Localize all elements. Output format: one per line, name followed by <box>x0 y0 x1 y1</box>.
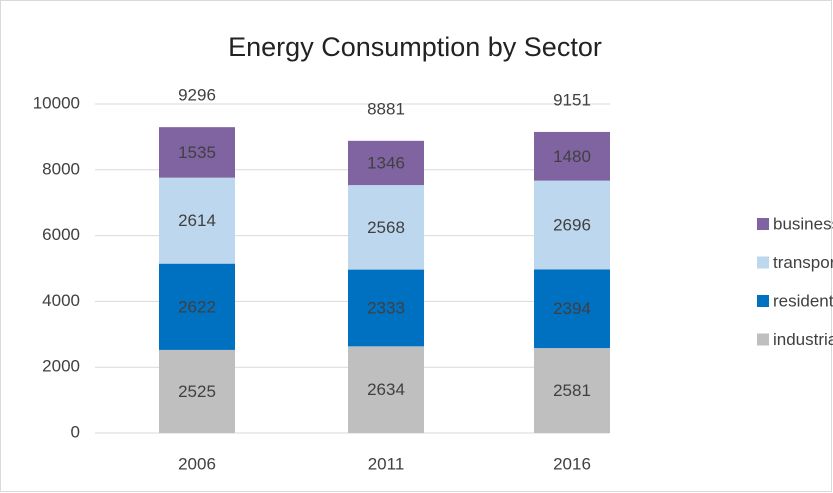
data-label: 2696 <box>553 215 591 234</box>
bar-segment <box>159 127 235 178</box>
data-label: 2614 <box>178 211 216 230</box>
y-tick-label: 4000 <box>42 291 80 310</box>
legend-swatch <box>757 295 769 307</box>
x-tick-label: 2016 <box>553 454 591 473</box>
legend-label: industrial <box>773 330 833 349</box>
data-label: 1535 <box>178 143 216 162</box>
bar-segment <box>534 348 610 433</box>
y-tick-label: 6000 <box>42 225 80 244</box>
data-label: 2568 <box>367 218 405 237</box>
legend-label: residential <box>773 291 833 310</box>
data-label: 2622 <box>178 297 216 316</box>
y-tick-label: 2000 <box>42 357 80 376</box>
bar-segment <box>348 269 424 347</box>
bar-segment <box>348 346 424 433</box>
data-label: 2394 <box>553 299 591 318</box>
bar-segment <box>159 177 235 264</box>
data-label: 2525 <box>178 382 216 401</box>
total-label: 9151 <box>553 90 591 109</box>
legend-label: transport <box>773 253 833 272</box>
total-label: 9296 <box>178 86 216 105</box>
data-label: 2333 <box>367 298 405 317</box>
legend-swatch <box>757 218 769 230</box>
legend-swatch <box>757 256 769 269</box>
y-tick-label: 8000 <box>42 159 80 178</box>
data-label: 1480 <box>553 147 591 166</box>
x-tick-label: 2006 <box>178 454 216 473</box>
x-tick-label: 2011 <box>368 454 405 473</box>
total-label: 8881 <box>367 99 405 118</box>
data-label: 2634 <box>367 380 405 399</box>
legend-swatch <box>757 333 769 346</box>
bar-segment <box>348 185 424 270</box>
legend-label: business <box>773 214 833 233</box>
bar-segment <box>159 349 235 433</box>
data-label: 2581 <box>553 381 591 400</box>
bar-segment <box>534 269 610 349</box>
y-tick-label: 0 <box>71 422 80 441</box>
bar-segment <box>348 140 424 186</box>
bar-segment <box>534 180 610 270</box>
bar-segment <box>159 263 235 350</box>
y-tick-label: 10000 <box>33 93 80 112</box>
data-label: 1346 <box>367 153 405 172</box>
bar-segment <box>534 131 610 181</box>
chart-title: Energy Consumption by Sector <box>228 32 602 62</box>
